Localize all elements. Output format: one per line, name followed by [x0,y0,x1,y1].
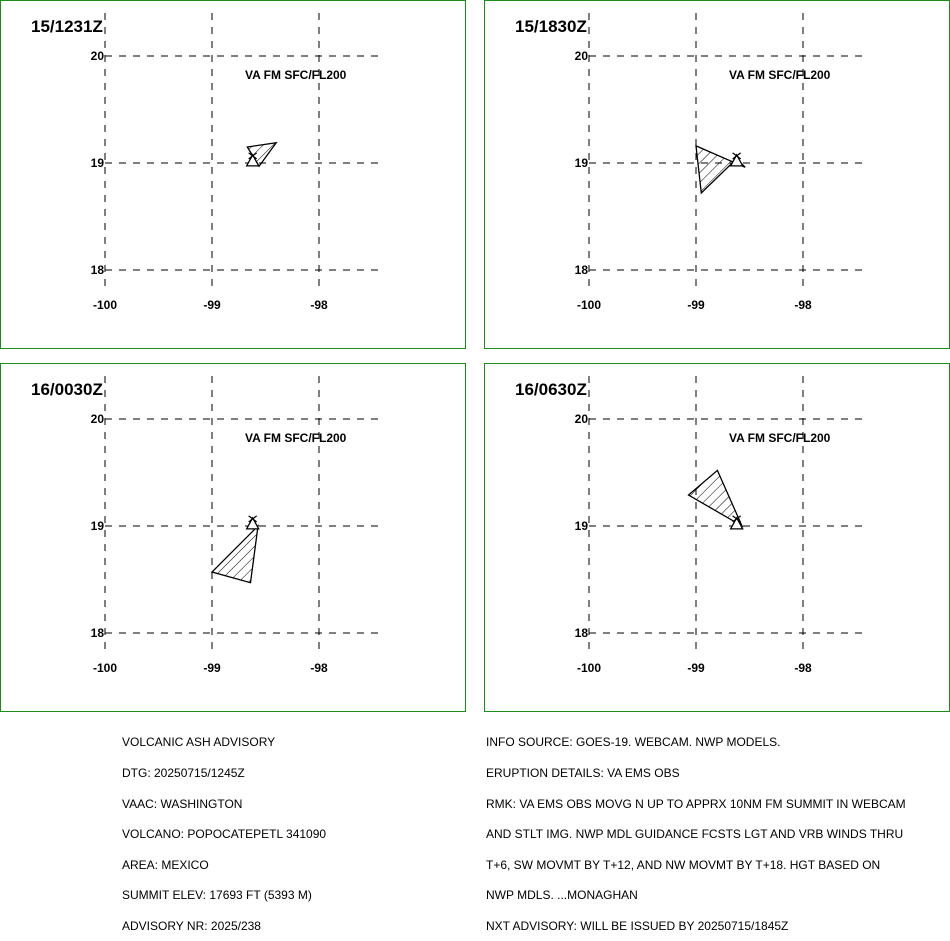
forecast-panel-1: 15/1231Z VA FM SFC/FL200 -100 -99 -98 20 19 1… [0,0,466,349]
lat-tick-label: 19 [91,156,105,170]
panel-time: 16/0030Z [31,380,103,399]
lat-tick-label: 18 [575,626,589,640]
panel-level: VA FM SFC/FL200 [729,431,831,445]
lat-tick-label: 19 [91,519,105,533]
advisory-line: SUMMIT ELEV: 17693 FT (5393 M) [122,888,312,903]
volcano-marker-icon [729,152,744,167]
volcano-marker-icon [245,152,260,167]
ash-cloud-polygon [687,469,744,528]
lat-tick-label: 20 [575,49,589,63]
lon-tick-label: -99 [687,298,705,312]
advisory-line: ERUPTION DETAILS: VA EMS OBS [486,766,680,780]
panel-level: VA FM SFC/FL200 [245,431,347,445]
volcano-marker-icon [729,515,744,530]
panel-time: 15/1231Z [31,17,103,36]
panel-time: 15/1830Z [515,17,587,36]
advisory-line: INFO SOURCE: GOES-19. WEBCAM. NWP MODELS… [486,735,781,750]
advisory-line: AREA: MEXICO [122,857,209,872]
map-graphic: -100 -99 -98 20 19 18 [575,13,863,312]
advisory-line: DTG: 20250715/1245Z [122,766,245,780]
lat-tick-label: 18 [91,626,105,640]
lon-tick-label: -98 [794,298,812,312]
advisory-line: VOLCANIC ASH ADVISORY [122,735,276,750]
lat-tick-label: 19 [575,156,589,170]
lat-tick-label: 20 [575,412,589,426]
map-graphic: -100 -99 -98 20 19 18 [575,376,863,675]
forecast-panel-4: 16/0630Z VA FM SFC/FL200 -100 -99 -98 20 19 1… [484,363,950,712]
advisory-line: NWP MDLS. ...MONAGHAN [486,888,638,903]
lat-tick-label: 18 [91,263,105,277]
lat-tick-label: 20 [91,412,105,426]
advisory-line: RMK: VA EMS OBS MOVG N UP TO APPRX 10NM … [486,796,906,811]
lon-tick-label: -98 [794,661,812,675]
lon-tick-label: -100 [577,298,601,312]
advisory-line: VOLCANO: POPOCATEPETL 341090 [122,827,327,842]
lon-tick-label: -99 [203,298,221,312]
forecast-panel-2: 15/1830Z VA FM SFC/FL200 -100 -99 -98 20 19 1… [484,0,950,349]
lat-tick-label: 19 [575,519,589,533]
advisory-line: T+6, SW MOVMT BY T+12, AND NW MOVMT BY T… [486,857,881,872]
map-graphic: -100 -99 -98 20 19 18 [91,13,379,312]
map-graphic: -100 -99 -98 20 19 18 [91,376,379,675]
advisory-remarks-block: INFO SOURCE: GOES-19. WEBCAM. NWP MODELS… [486,717,906,941]
forecast-panel-3: 16/0030Z VA FM SFC/FL200 -100 -99 -98 20 19 1… [0,363,466,712]
advisory-line: AND STLT IMG. NWP MDL GUIDANCE FCSTS LGT… [486,827,904,842]
advisory-line: VAAC: WASHINGTON [122,796,243,811]
lon-tick-label: -99 [687,661,705,675]
panel-time: 16/0630Z [515,380,587,399]
lon-tick-label: -99 [203,661,221,675]
advisory-line: ADVISORY NR: 2025/238 [122,918,261,933]
volcano-marker-icon [245,515,260,530]
panel-level: VA FM SFC/FL200 [729,68,831,82]
lon-tick-label: -100 [93,298,117,312]
lon-tick-label: -100 [577,661,601,675]
advisory-header-block: VOLCANIC ASH ADVISORY DTG: 20250715/1245… [122,717,326,941]
ash-cloud-polygon [210,524,259,584]
panel-level: VA FM SFC/FL200 [245,68,347,82]
lat-tick-label: 20 [91,49,105,63]
ash-cloud-polygon [695,144,746,195]
advisory-line: NXT ADVISORY: WILL BE ISSUED BY 20250715… [486,918,789,933]
lon-tick-label: -98 [310,661,328,675]
lat-tick-label: 18 [575,263,589,277]
lon-tick-label: -100 [93,661,117,675]
lon-tick-label: -98 [310,298,328,312]
